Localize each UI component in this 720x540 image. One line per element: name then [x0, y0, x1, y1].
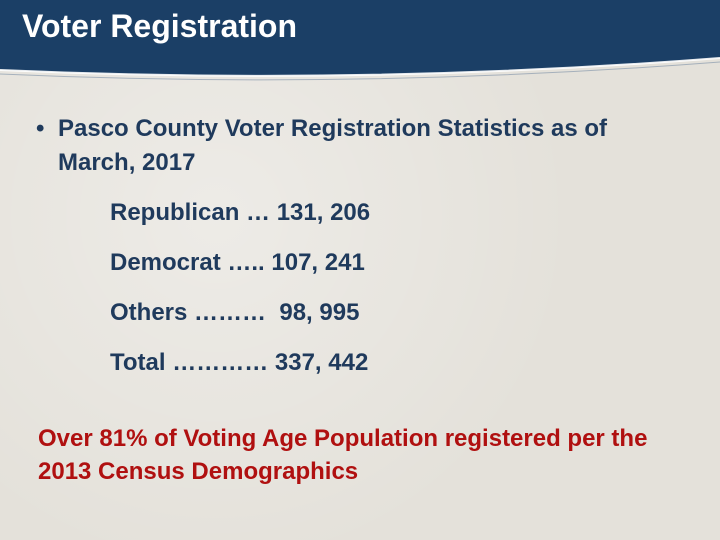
- registration-note: Over 81% of Voting Age Population regist…: [38, 425, 648, 485]
- stat-republican: Republican … 131, 206: [110, 199, 371, 226]
- bullet-item: • Pasco County Voter Registration Statis…: [36, 112, 676, 180]
- stat-democrat: Democrat ….. 107, 241: [110, 249, 365, 276]
- slide-title: Voter Registration: [22, 8, 297, 44]
- stats-list: Republican … 131, 206 Democrat ….. 107, …: [110, 195, 590, 395]
- header-band: [0, 0, 720, 82]
- bullet-text: Pasco County Voter Registration Statisti…: [58, 115, 608, 176]
- bullet-marker: •: [36, 115, 45, 142]
- stat-total: Total ………… 337, 442: [110, 349, 369, 376]
- header-band-shape: [0, 0, 720, 81]
- stat-others: Others ……… 98, 995: [110, 299, 360, 326]
